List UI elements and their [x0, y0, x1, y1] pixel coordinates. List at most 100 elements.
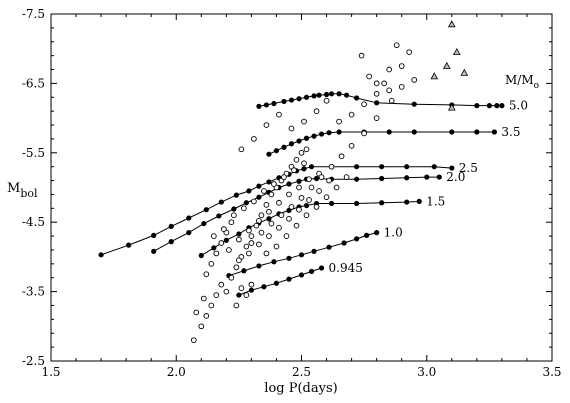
track-point-1.5	[404, 199, 410, 205]
track-point-2.5	[404, 164, 410, 170]
observed-circle	[278, 212, 285, 219]
track-point-2.0	[404, 175, 410, 181]
observed-circle	[271, 181, 277, 187]
track-point-0.945	[318, 265, 325, 271]
track-point-3.5	[411, 129, 417, 135]
observed-circle	[266, 208, 272, 215]
track-point-1.5	[379, 200, 385, 206]
track-line-3.5	[268, 131, 495, 155]
observed-circle	[288, 125, 295, 132]
observed-stars	[190, 20, 469, 344]
track-point-5.0	[354, 95, 360, 101]
track-point-5.0	[494, 103, 500, 109]
observed-circle	[361, 101, 367, 108]
track-point-1.5	[236, 231, 242, 237]
observed-circle	[213, 250, 220, 257]
track-point-3.5	[303, 135, 310, 141]
observed-triangle	[452, 47, 461, 55]
y-axis-title-main: M	[7, 181, 20, 196]
observed-circle	[276, 199, 282, 206]
track-label-3.5: 3.5	[501, 125, 520, 139]
observed-circle	[238, 146, 245, 153]
observed-circle	[328, 163, 335, 170]
track-label-1.5: 1.5	[426, 194, 445, 208]
x-tick-label: 3.0	[417, 365, 436, 379]
track-point-1.5	[416, 198, 422, 204]
x-tick-label: 2.5	[292, 365, 311, 379]
observed-circle	[283, 233, 290, 239]
observed-circle	[258, 212, 265, 219]
track-point-1.0	[374, 230, 380, 236]
track-point-2.5	[256, 183, 262, 189]
track-point-2.0	[186, 230, 192, 236]
observed-circle	[296, 184, 302, 191]
observed-circle	[308, 184, 315, 191]
track-line-5.0	[258, 93, 502, 107]
y-tick-label: -7.5	[22, 7, 45, 21]
model-tracks: 5.0 3.5 2.52.01.5 1.0 0.945	[98, 91, 528, 298]
observed-circle	[203, 313, 210, 319]
observed-circle	[226, 247, 232, 253]
track-point-2.0	[313, 175, 320, 182]
y-axis-title: Mbol	[7, 181, 38, 200]
track-point-2.0	[151, 248, 157, 254]
track-point-1.0	[298, 252, 305, 258]
track-point-1.0	[286, 255, 292, 261]
track-point-3.5	[296, 138, 302, 144]
observed-circle	[241, 205, 247, 212]
observed-circle	[246, 250, 252, 257]
observed-circle	[313, 108, 320, 115]
observed-circle	[251, 198, 257, 205]
observed-circle	[393, 42, 400, 49]
track-point-3.5	[326, 130, 332, 136]
observed-circle	[296, 206, 302, 213]
y-tick-label: -4.5	[22, 215, 45, 229]
track-point-2.0	[436, 174, 442, 180]
observed-circle	[276, 224, 282, 231]
observed-circle	[288, 204, 295, 210]
observed-circle	[256, 241, 262, 248]
track-point-2.5	[301, 166, 307, 172]
observed-circle	[373, 90, 380, 97]
observed-circle	[281, 174, 287, 180]
track-point-2.0	[354, 176, 360, 182]
observed-circle	[276, 111, 282, 118]
x-tick-label: 3.5	[542, 365, 561, 379]
track-point-5.0	[271, 100, 277, 107]
observed-triangle	[460, 68, 469, 76]
observed-circle	[198, 323, 205, 330]
track-label-5.0: 5.0	[509, 99, 528, 113]
observed-circle	[291, 167, 297, 174]
y-tick-label: -6.5	[22, 76, 45, 90]
track-point-5.0	[256, 103, 262, 109]
track-point-1.0	[354, 236, 360, 242]
track-point-2.0	[168, 239, 174, 245]
track-point-2.0	[256, 194, 262, 200]
observed-circle	[268, 220, 275, 227]
observed-circle	[233, 264, 240, 271]
x-tick-label: 1.5	[41, 365, 60, 379]
track-point-1.0	[271, 259, 277, 265]
observed-circle	[253, 222, 260, 229]
observed-circle	[386, 66, 393, 73]
observed-circle	[243, 243, 250, 250]
observed-circle	[248, 281, 255, 288]
observed-circle	[298, 195, 305, 201]
track-point-2.0	[379, 175, 385, 182]
observed-circle	[303, 212, 310, 219]
observed-circle	[348, 143, 355, 149]
observed-circle	[313, 204, 320, 210]
track-point-0.945	[286, 276, 292, 282]
observed-circle	[263, 202, 270, 208]
y-tick-label: -5.5	[22, 146, 45, 160]
observed-circle	[318, 174, 325, 180]
track-point-2.0	[216, 213, 222, 219]
legend-title-main: M/M	[505, 73, 534, 87]
axis-tick-labels: 1.5 2.0 2.5 3.0 3.5-2.5-3.5-4.5-5.5-6.5-7.5	[22, 7, 562, 379]
track-point-2.0	[243, 200, 249, 206]
observed-circle	[236, 257, 242, 264]
observed-circle	[268, 191, 275, 198]
observed-circle	[220, 226, 227, 232]
track-point-2.5	[449, 165, 455, 171]
